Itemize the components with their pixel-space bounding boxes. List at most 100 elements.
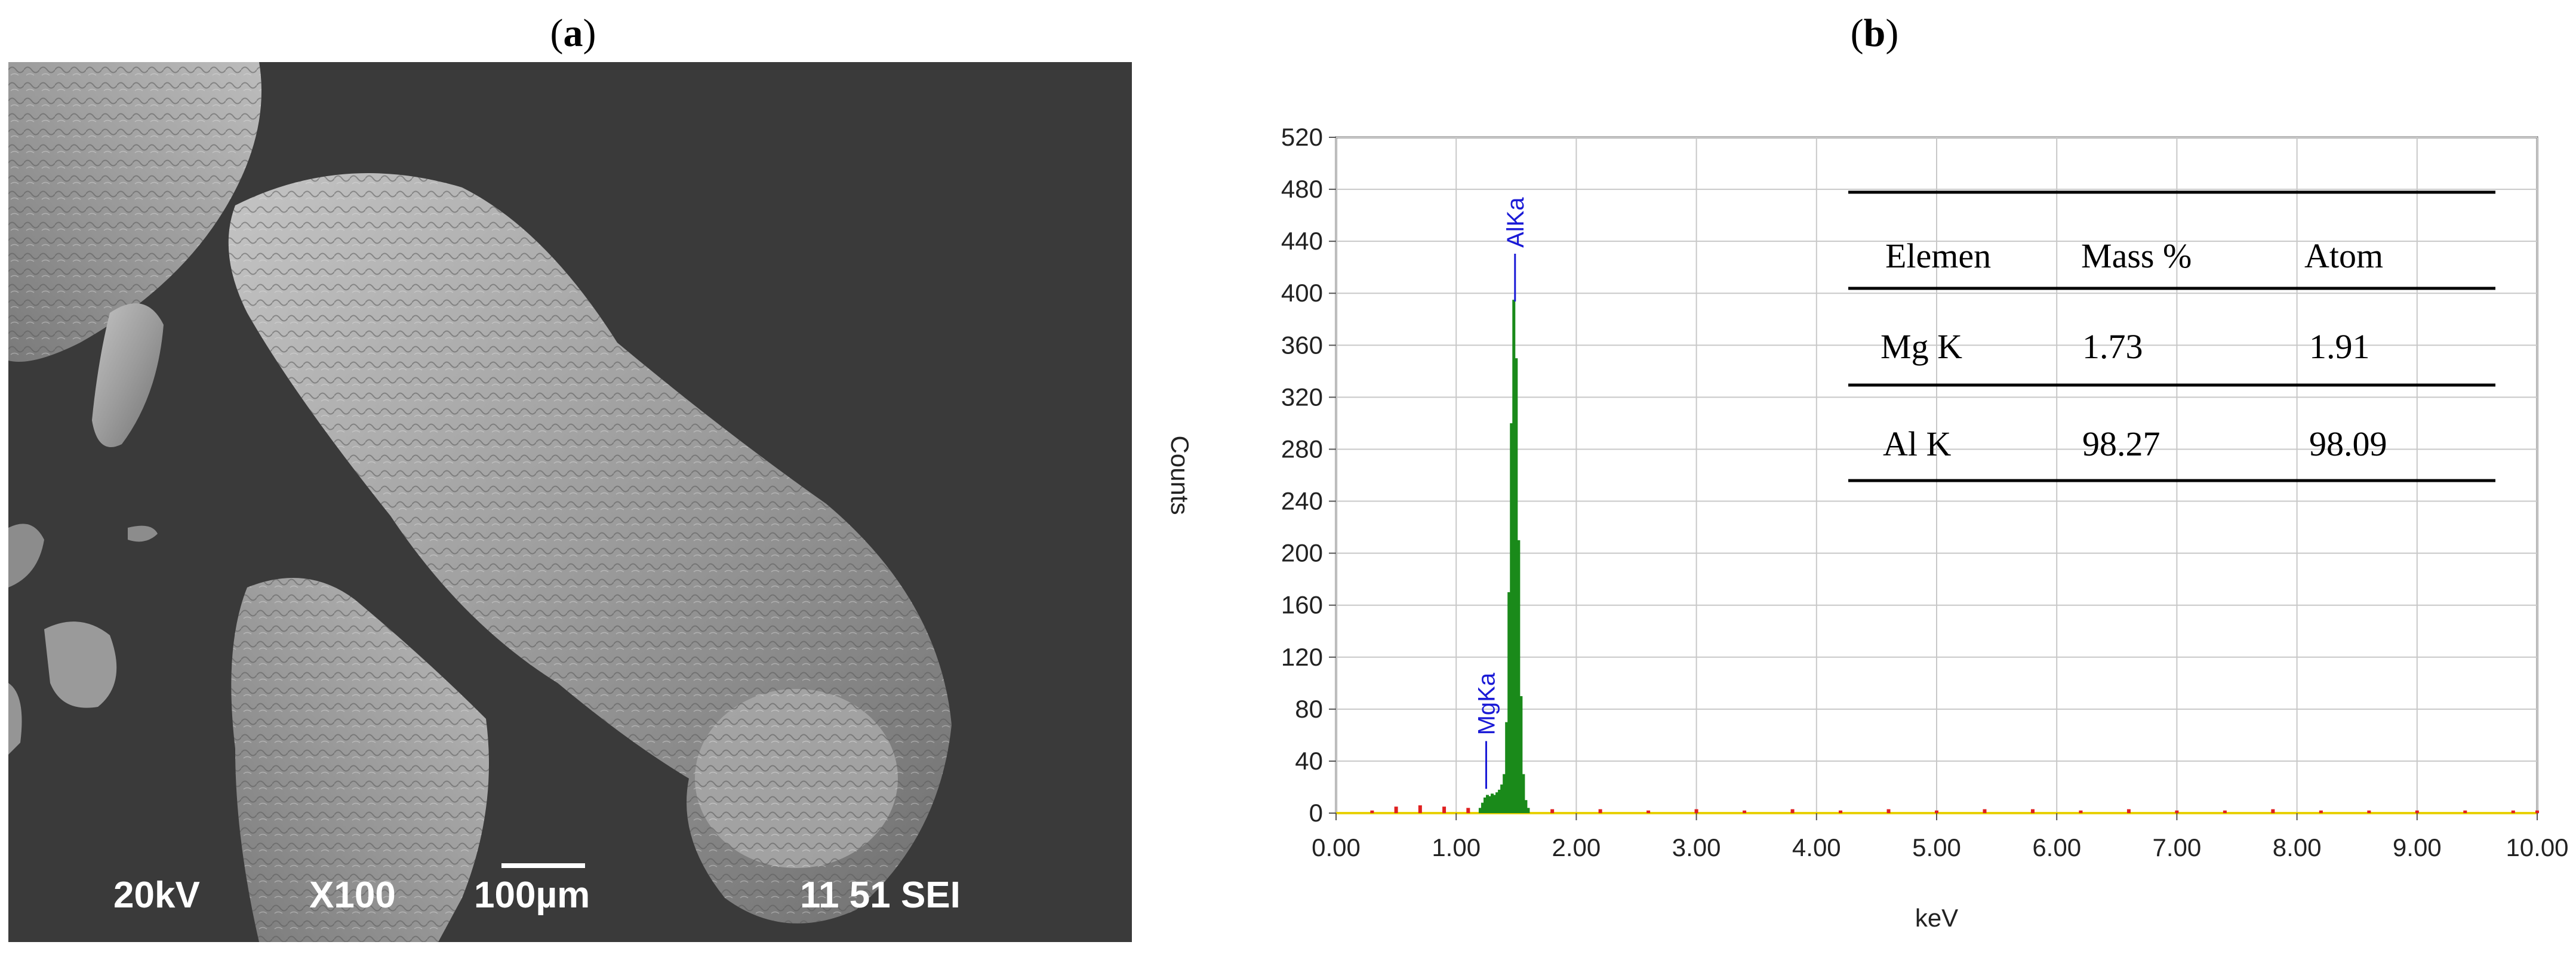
spectrum-bar-green xyxy=(1512,300,1516,814)
spectrum-bar-green xyxy=(1515,358,1518,813)
spectrum-bar-red xyxy=(1550,809,1555,813)
y-tick-label: 320 xyxy=(1281,383,1323,411)
x-tick-label: 0.00 xyxy=(1312,833,1361,861)
y-axis-label: Counts xyxy=(1166,435,1194,515)
x-tick-label: 1.00 xyxy=(1432,833,1481,861)
x-tick-label: 4.00 xyxy=(1792,833,1841,861)
spectrum-bar-green xyxy=(1500,784,1504,813)
spectrum-bar-red xyxy=(1370,810,1374,813)
spectrum-bar-red xyxy=(1839,810,1843,813)
spectrum-bar-green xyxy=(1507,592,1511,813)
spectrum-bar-red xyxy=(1466,808,1470,813)
particle-small-left xyxy=(92,303,164,447)
spectrum-bar-red xyxy=(2030,809,2035,813)
debris-3 xyxy=(128,525,158,542)
spectrum-bar-green xyxy=(1510,423,1513,813)
table-cell: Al K xyxy=(1883,424,1952,463)
spectrum-bar-red xyxy=(2415,810,2419,813)
panel-a-label: (a) xyxy=(550,11,596,55)
spectrum-bar-green xyxy=(1505,722,1509,813)
x-tick-label: 2.00 xyxy=(1552,833,1601,861)
spectrum-bar-green xyxy=(1503,774,1506,813)
panel-b-letter: b xyxy=(1863,11,1886,55)
spectrum-bar-red xyxy=(1935,810,1938,813)
scale-bar xyxy=(501,863,585,868)
spectrum-bar-red xyxy=(1442,807,1447,813)
series xyxy=(1370,300,2539,814)
x-tick-label: 8.00 xyxy=(2273,833,2322,861)
debris-1 xyxy=(44,621,117,708)
y-tick-label: 520 xyxy=(1281,123,1323,151)
spectrum-bar-red xyxy=(2367,810,2371,813)
spectrum-bar-green xyxy=(1522,774,1525,813)
sem-info: 11 51 SEI xyxy=(800,875,961,916)
spectrum-bar-green xyxy=(1478,808,1482,813)
spectrum-bar-red xyxy=(2463,810,2467,813)
x-tick-label: 10.00 xyxy=(2506,833,2568,861)
ticks: 0.00 1.00 2.00 3.00 4.00 5.00 6.00 7.00 8.00 9.00… xyxy=(1281,123,2569,861)
y-tick-label: 120 xyxy=(1281,643,1323,671)
eds-plot: 0.00 1.00 2.00 3.00 4.00 5.00 6.00 7.00 8.00 9.00… xyxy=(1166,123,2569,932)
y-tick-label: 200 xyxy=(1281,539,1323,567)
spectrum-bar-red xyxy=(2535,810,2539,813)
spectrum-bar-green xyxy=(1481,802,1484,813)
spectrum-bar-red xyxy=(2271,809,2275,813)
peak-labels: MgKa AlKa xyxy=(1474,197,1529,789)
debris-2 xyxy=(8,524,44,587)
x-tick-label: 5.00 xyxy=(1912,833,1961,861)
table-header: Mass % xyxy=(2081,236,2192,275)
y-tick-label: 80 xyxy=(1295,695,1323,723)
y-tick-label: 280 xyxy=(1281,435,1323,463)
spectrum-bar-green xyxy=(1526,808,1530,813)
spectrum-bar-green xyxy=(1519,696,1523,813)
spectrum-bar-green xyxy=(1491,793,1494,813)
spectrum-bar-red xyxy=(1598,809,1602,813)
y-tick-label: 160 xyxy=(1281,591,1323,619)
table-cell: 98.09 xyxy=(2309,424,2387,463)
spectrum-bar-green xyxy=(1486,795,1489,813)
table-cell: Mg K xyxy=(1881,327,1962,366)
y-tick-label: 240 xyxy=(1281,487,1323,515)
spectrum-bar-green xyxy=(1483,797,1486,813)
sem-magnification: X100 xyxy=(309,875,396,916)
y-tick-label: 400 xyxy=(1281,279,1323,307)
spectrum-bar-green xyxy=(1495,792,1499,813)
x-tick-label: 7.00 xyxy=(2153,833,2202,861)
peak-label: MgKa xyxy=(1474,672,1500,735)
panel-a-letter: a xyxy=(563,11,583,55)
peak-label: AlKa xyxy=(1503,197,1529,248)
spectrum-bar-red xyxy=(1886,809,1891,813)
y-tick-label: 0 xyxy=(1309,799,1323,827)
spectrum-bar-red xyxy=(2126,809,2131,813)
x-axis-label: keV xyxy=(1915,904,1958,932)
table-cell: 1.91 xyxy=(2309,327,2370,366)
sem-scale-label: 100µm xyxy=(474,875,590,916)
debris-4 xyxy=(8,683,22,755)
y-tick-label: 440 xyxy=(1281,227,1323,255)
y-tick-label: 40 xyxy=(1295,747,1323,775)
table-cell: 98.27 xyxy=(2082,424,2160,463)
sem-micrograph: 20kV X100 100µm 11 51 SEI xyxy=(8,62,1132,942)
spectrum-bar-red xyxy=(1743,810,1747,813)
eds-chart: 0.00 1.00 2.00 3.00 4.00 5.00 6.00 7.00 8.00 9.00… xyxy=(1134,60,2576,954)
spectrum-bar-red xyxy=(1983,809,1987,813)
spectrum-bar-red xyxy=(1646,810,1651,813)
spectrum-bar-red xyxy=(1418,805,1422,813)
spectrum-bar-green xyxy=(1524,800,1528,813)
spectrum-bar-red xyxy=(2223,810,2227,813)
spectrum-bar-green xyxy=(1498,789,1501,813)
table-cell: 1.73 xyxy=(2082,327,2143,366)
sem-voltage: 20kV xyxy=(113,875,200,916)
spectrum-bar-red xyxy=(1394,807,1398,813)
sem-particles xyxy=(8,62,952,942)
spectrum-bar-green xyxy=(1493,795,1497,813)
spectrum-bar-red xyxy=(2511,810,2515,813)
table-header: Elemen xyxy=(1885,236,1991,275)
spectrum-bar-red xyxy=(2319,810,2323,813)
x-tick-label: 3.00 xyxy=(1672,833,1721,861)
spectrum-bar-green xyxy=(1488,796,1492,813)
panel-b-label: (b) xyxy=(1850,11,1899,55)
y-tick-label: 480 xyxy=(1281,175,1323,203)
x-tick-label: 6.00 xyxy=(2032,833,2081,861)
